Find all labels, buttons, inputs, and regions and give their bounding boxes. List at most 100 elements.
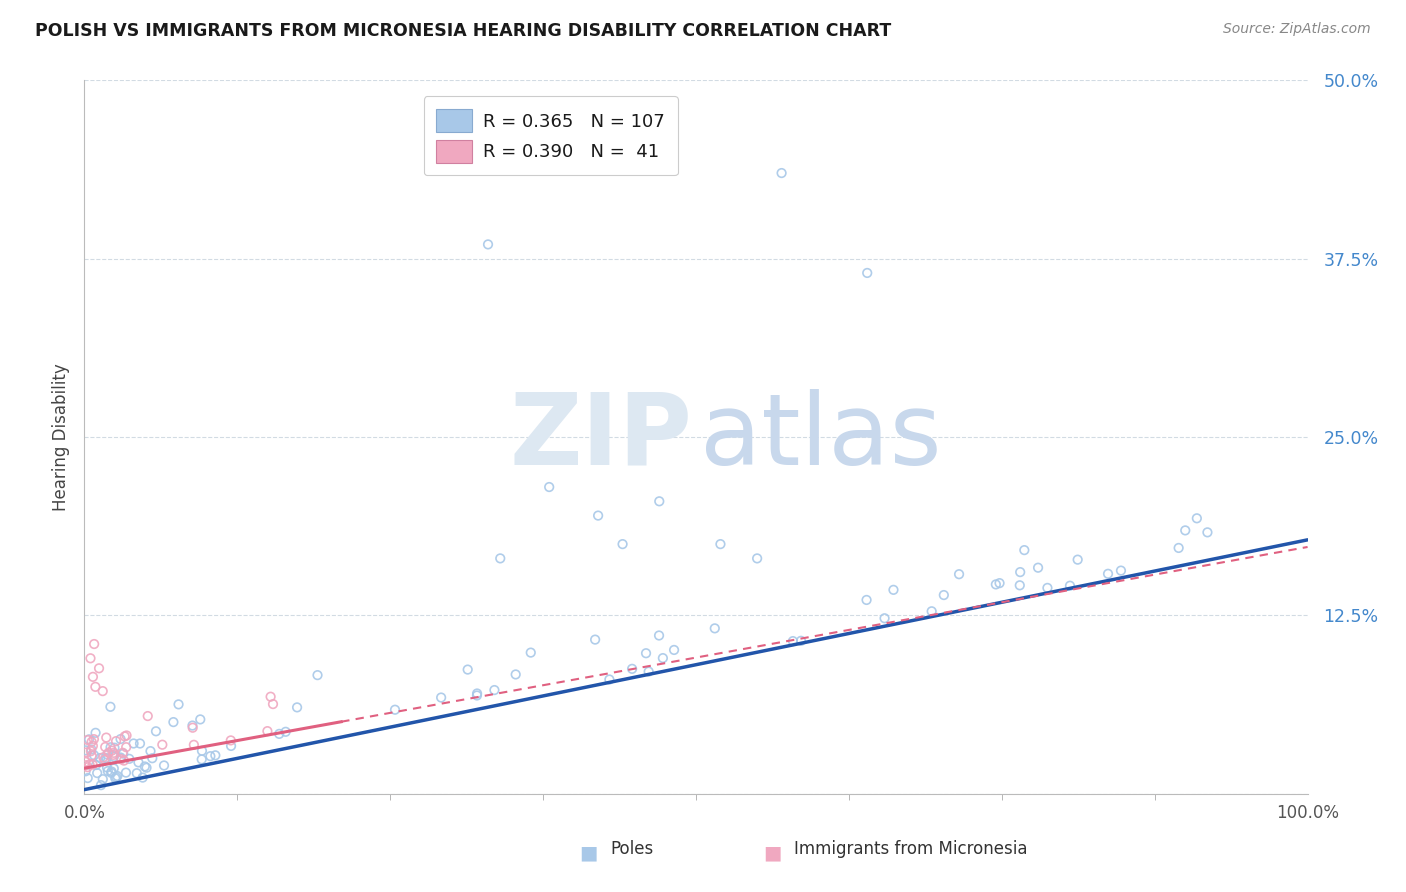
Point <box>1066 552 1088 566</box>
Point <box>103 761 125 775</box>
Point <box>83 748 105 763</box>
Point <box>96 760 118 774</box>
Point <box>125 766 148 780</box>
Point <box>181 721 204 735</box>
Point <box>105 769 128 783</box>
Point <box>103 749 125 764</box>
Point <box>988 576 1011 591</box>
Point <box>111 746 134 760</box>
Point <box>87 661 110 675</box>
Point <box>648 628 671 642</box>
Point <box>465 689 488 703</box>
Point <box>76 733 98 747</box>
Point <box>83 732 105 747</box>
Point <box>136 709 159 723</box>
Point <box>1010 565 1032 579</box>
Point <box>1097 566 1119 581</box>
Point <box>79 757 101 772</box>
Point <box>259 690 281 704</box>
Point <box>141 751 163 765</box>
Text: ■: ■ <box>763 844 782 863</box>
Point <box>100 764 122 779</box>
Point <box>637 665 659 679</box>
Point <box>782 634 804 648</box>
Point <box>100 740 122 755</box>
Point <box>96 731 118 745</box>
Legend: R = 0.365   N = 107, R = 0.390   N =  41: R = 0.365 N = 107, R = 0.390 N = 41 <box>423 96 678 176</box>
Text: ■: ■ <box>579 844 598 863</box>
Point <box>1197 525 1219 540</box>
Point <box>76 771 98 785</box>
Point <box>583 632 606 647</box>
Point <box>219 739 242 753</box>
Point <box>114 730 136 744</box>
Point <box>256 724 278 739</box>
Point <box>855 593 877 607</box>
Point <box>274 724 297 739</box>
Point <box>115 740 138 755</box>
Point <box>269 727 291 741</box>
Point <box>709 537 731 551</box>
Point <box>115 729 138 743</box>
Point <box>188 713 211 727</box>
Point <box>93 753 115 767</box>
Point <box>110 750 132 764</box>
Point <box>204 748 226 763</box>
Point <box>1014 543 1036 558</box>
Point <box>489 551 512 566</box>
Point <box>76 745 98 759</box>
Point <box>82 757 104 772</box>
Point <box>662 643 685 657</box>
Point <box>80 735 103 749</box>
Point <box>856 266 879 280</box>
Point <box>190 752 212 766</box>
Point <box>110 732 132 747</box>
Point <box>96 751 118 765</box>
Point <box>118 752 141 766</box>
Point <box>598 673 620 687</box>
Point <box>519 646 541 660</box>
Text: Poles: Poles <box>610 840 654 858</box>
Point <box>167 698 190 712</box>
Point <box>103 747 125 762</box>
Point <box>75 755 97 769</box>
Point <box>153 758 176 772</box>
Point <box>97 746 120 760</box>
Point <box>790 633 813 648</box>
Point <box>538 480 561 494</box>
Point <box>82 670 104 684</box>
Point <box>91 684 114 698</box>
Point <box>91 750 114 764</box>
Point <box>162 715 184 730</box>
Text: Source: ZipAtlas.com: Source: ZipAtlas.com <box>1223 22 1371 37</box>
Point <box>97 764 120 778</box>
Point <box>82 739 104 753</box>
Point <box>75 758 97 772</box>
Point <box>80 748 103 763</box>
Point <box>183 738 205 752</box>
Point <box>112 747 135 761</box>
Point <box>122 737 145 751</box>
Point <box>200 749 222 764</box>
Point <box>770 166 793 180</box>
Point <box>101 743 124 757</box>
Point <box>1109 564 1132 578</box>
Point <box>1185 511 1208 525</box>
Point <box>747 551 769 566</box>
Point <box>384 703 406 717</box>
Point <box>181 718 204 732</box>
Point <box>83 637 105 651</box>
Point <box>1174 524 1197 538</box>
Point <box>127 756 149 770</box>
Point <box>103 740 125 755</box>
Point <box>84 758 107 772</box>
Point <box>1008 578 1031 592</box>
Point <box>84 680 107 694</box>
Point <box>612 537 634 551</box>
Text: POLISH VS IMMIGRANTS FROM MICRONESIA HEARING DISABILITY CORRELATION CHART: POLISH VS IMMIGRANTS FROM MICRONESIA HEA… <box>35 22 891 40</box>
Point <box>96 747 118 762</box>
Point <box>651 651 673 665</box>
Point <box>621 662 644 676</box>
Point <box>932 588 955 602</box>
Point <box>110 752 132 766</box>
